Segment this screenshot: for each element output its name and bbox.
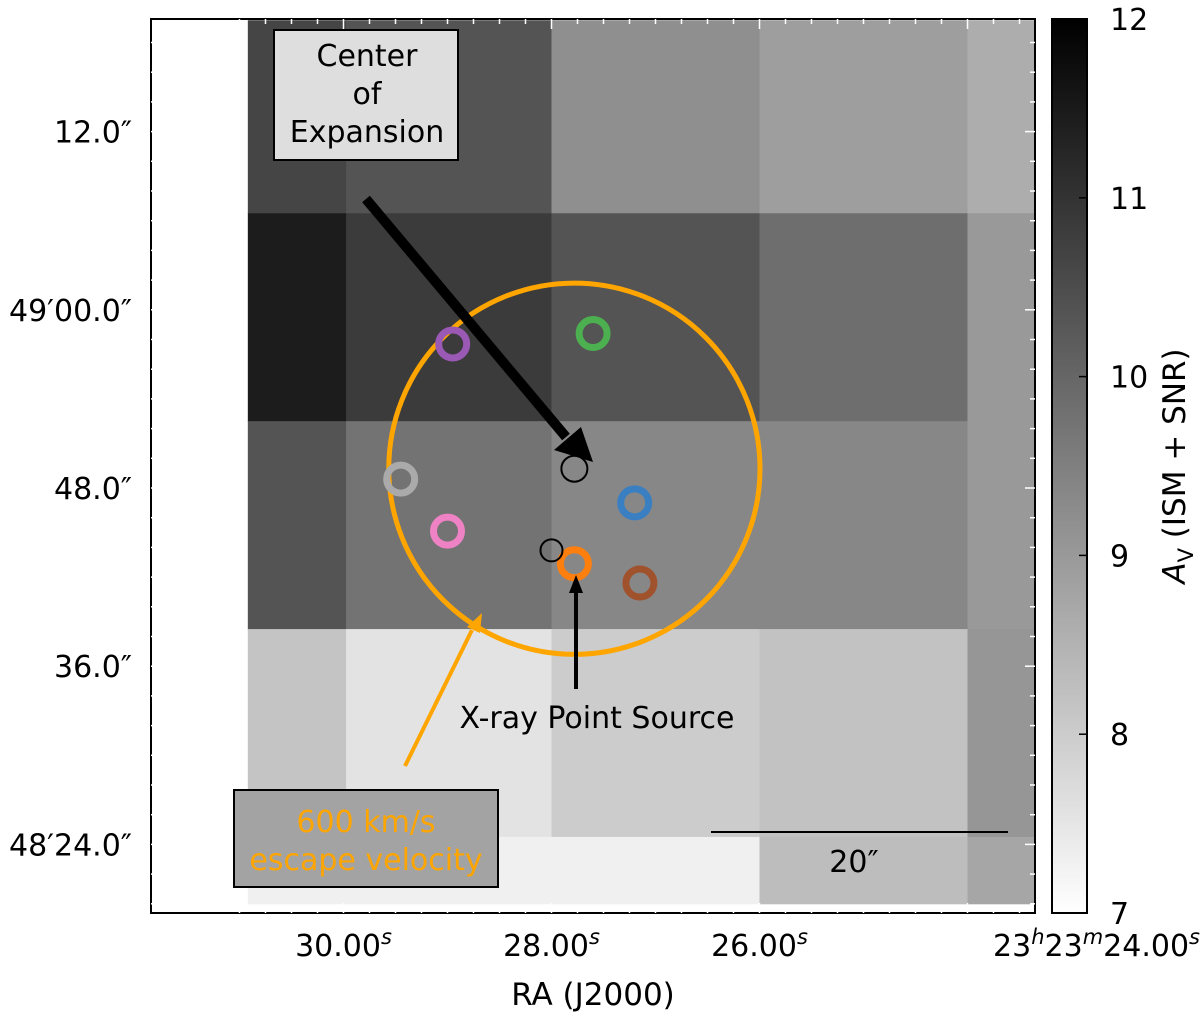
y-tick-label-3: 48.0″ [54, 472, 132, 507]
colorbar-title-rest: (ISM + SNR) [1157, 348, 1193, 548]
y-tick-label-2: 49′00.0″ [9, 294, 132, 329]
colorbar-tick-label-4: 10 [1110, 361, 1148, 396]
x-tick-label-2: 28.00s [503, 925, 600, 964]
colorbar-fill [1052, 19, 1087, 913]
heatmap-cell-r2-c1 [346, 421, 552, 630]
axis-ticks [151, 19, 1035, 913]
heatmap-cell-r3-c3 [759, 629, 968, 838]
star-marker-2 [575, 316, 611, 352]
colorbar-frame [1051, 18, 1088, 914]
heatmap-cell-r2-c4 [967, 421, 1035, 630]
star-marker-3 [383, 461, 419, 497]
center-label-line-1: Center [317, 39, 419, 74]
escape-label-line-2: escape velocity [249, 843, 482, 878]
y-tick-label-1: 12.0″ [54, 116, 132, 151]
xray-arrow-head [569, 575, 583, 593]
heatmap-cell-r3-c2 [551, 629, 760, 838]
heatmap-cells [247, 20, 1035, 905]
center-label-line-3: Expansion [290, 115, 444, 150]
x-tick-label-4: 23h23m24.00s [993, 925, 1200, 964]
x-tick-label-1: 30.00s [295, 925, 392, 964]
heatmap-cell-r0-c3 [759, 20, 968, 214]
xray-point-source-marker [539, 538, 564, 563]
x-tick-labels: 30.00s 28.00s 26.00s 23h23m24.00s [295, 925, 1200, 964]
center-label-line-2: of [353, 77, 383, 112]
y-tick-label-4: 36.0″ [54, 650, 132, 685]
xray-label: X-ray Point Source [460, 701, 735, 736]
y-tick-label-5: 48′24.0″ [9, 828, 132, 863]
center-arrow-head [554, 427, 593, 462]
center-arrow-shaft [362, 195, 570, 441]
star-marker-1 [435, 326, 471, 362]
star-marker-7 [622, 565, 658, 601]
heatmap-cell-r0-c4 [967, 20, 1035, 214]
heatmap-cell-r1-c2 [551, 213, 760, 422]
star-marker-5 [430, 513, 465, 549]
heatmap-cell-r0-c2 [551, 20, 760, 214]
heatmap-cell-r1-c0 [247, 213, 347, 422]
escape-label-box [233, 789, 499, 888]
plot-frame [150, 18, 1036, 914]
colorbar-tick-label-3: 9 [1110, 539, 1129, 574]
escape-label-line-1: 600 km/s [296, 805, 435, 840]
heatmap-cell-r4-c4 [967, 836, 1035, 905]
heatmap-cell-r3-c4 [967, 629, 1035, 838]
star-marker-4 [617, 485, 653, 521]
scale-bar-label: 20″ [829, 845, 878, 880]
colorbar-tick-label-2: 8 [1110, 718, 1129, 753]
star-marker-6 [556, 546, 592, 582]
colorbar-title-main: A [1157, 562, 1193, 585]
heatmap-cell-r2-c0 [247, 421, 347, 630]
escape-arrow-head [467, 613, 482, 633]
heatmap-cell-r4-c3 [759, 836, 968, 905]
center-label-box [273, 29, 459, 161]
colorbar-tick-label-6: 12 [1110, 3, 1148, 38]
y-tick-labels: 12.0″ 49′00.0″ 48.0″ 36.0″ 48′24.0″ [9, 116, 132, 864]
x-axis-title: RA (J2000) [511, 977, 675, 1013]
colorbar-title: AV (ISM + SNR) [1157, 348, 1198, 585]
heatmap-cell-r4-c2 [551, 836, 760, 905]
heatmap-cell-r2-c3 [759, 421, 968, 630]
colorbar-title-sub: V [1174, 547, 1198, 562]
colorbar-ticks: 7 8 9 10 11 12 [1079, 3, 1148, 932]
colorbar-tick-label-5: 11 [1110, 182, 1148, 217]
heatmap-cell-r1-c3 [759, 213, 968, 422]
heatmap-cell-r1-c4 [967, 213, 1035, 422]
escape-arrow-shaft [403, 629, 474, 767]
colorbar-tick-label-1: 7 [1110, 897, 1129, 932]
x-tick-label-3: 26.00s [711, 925, 808, 964]
